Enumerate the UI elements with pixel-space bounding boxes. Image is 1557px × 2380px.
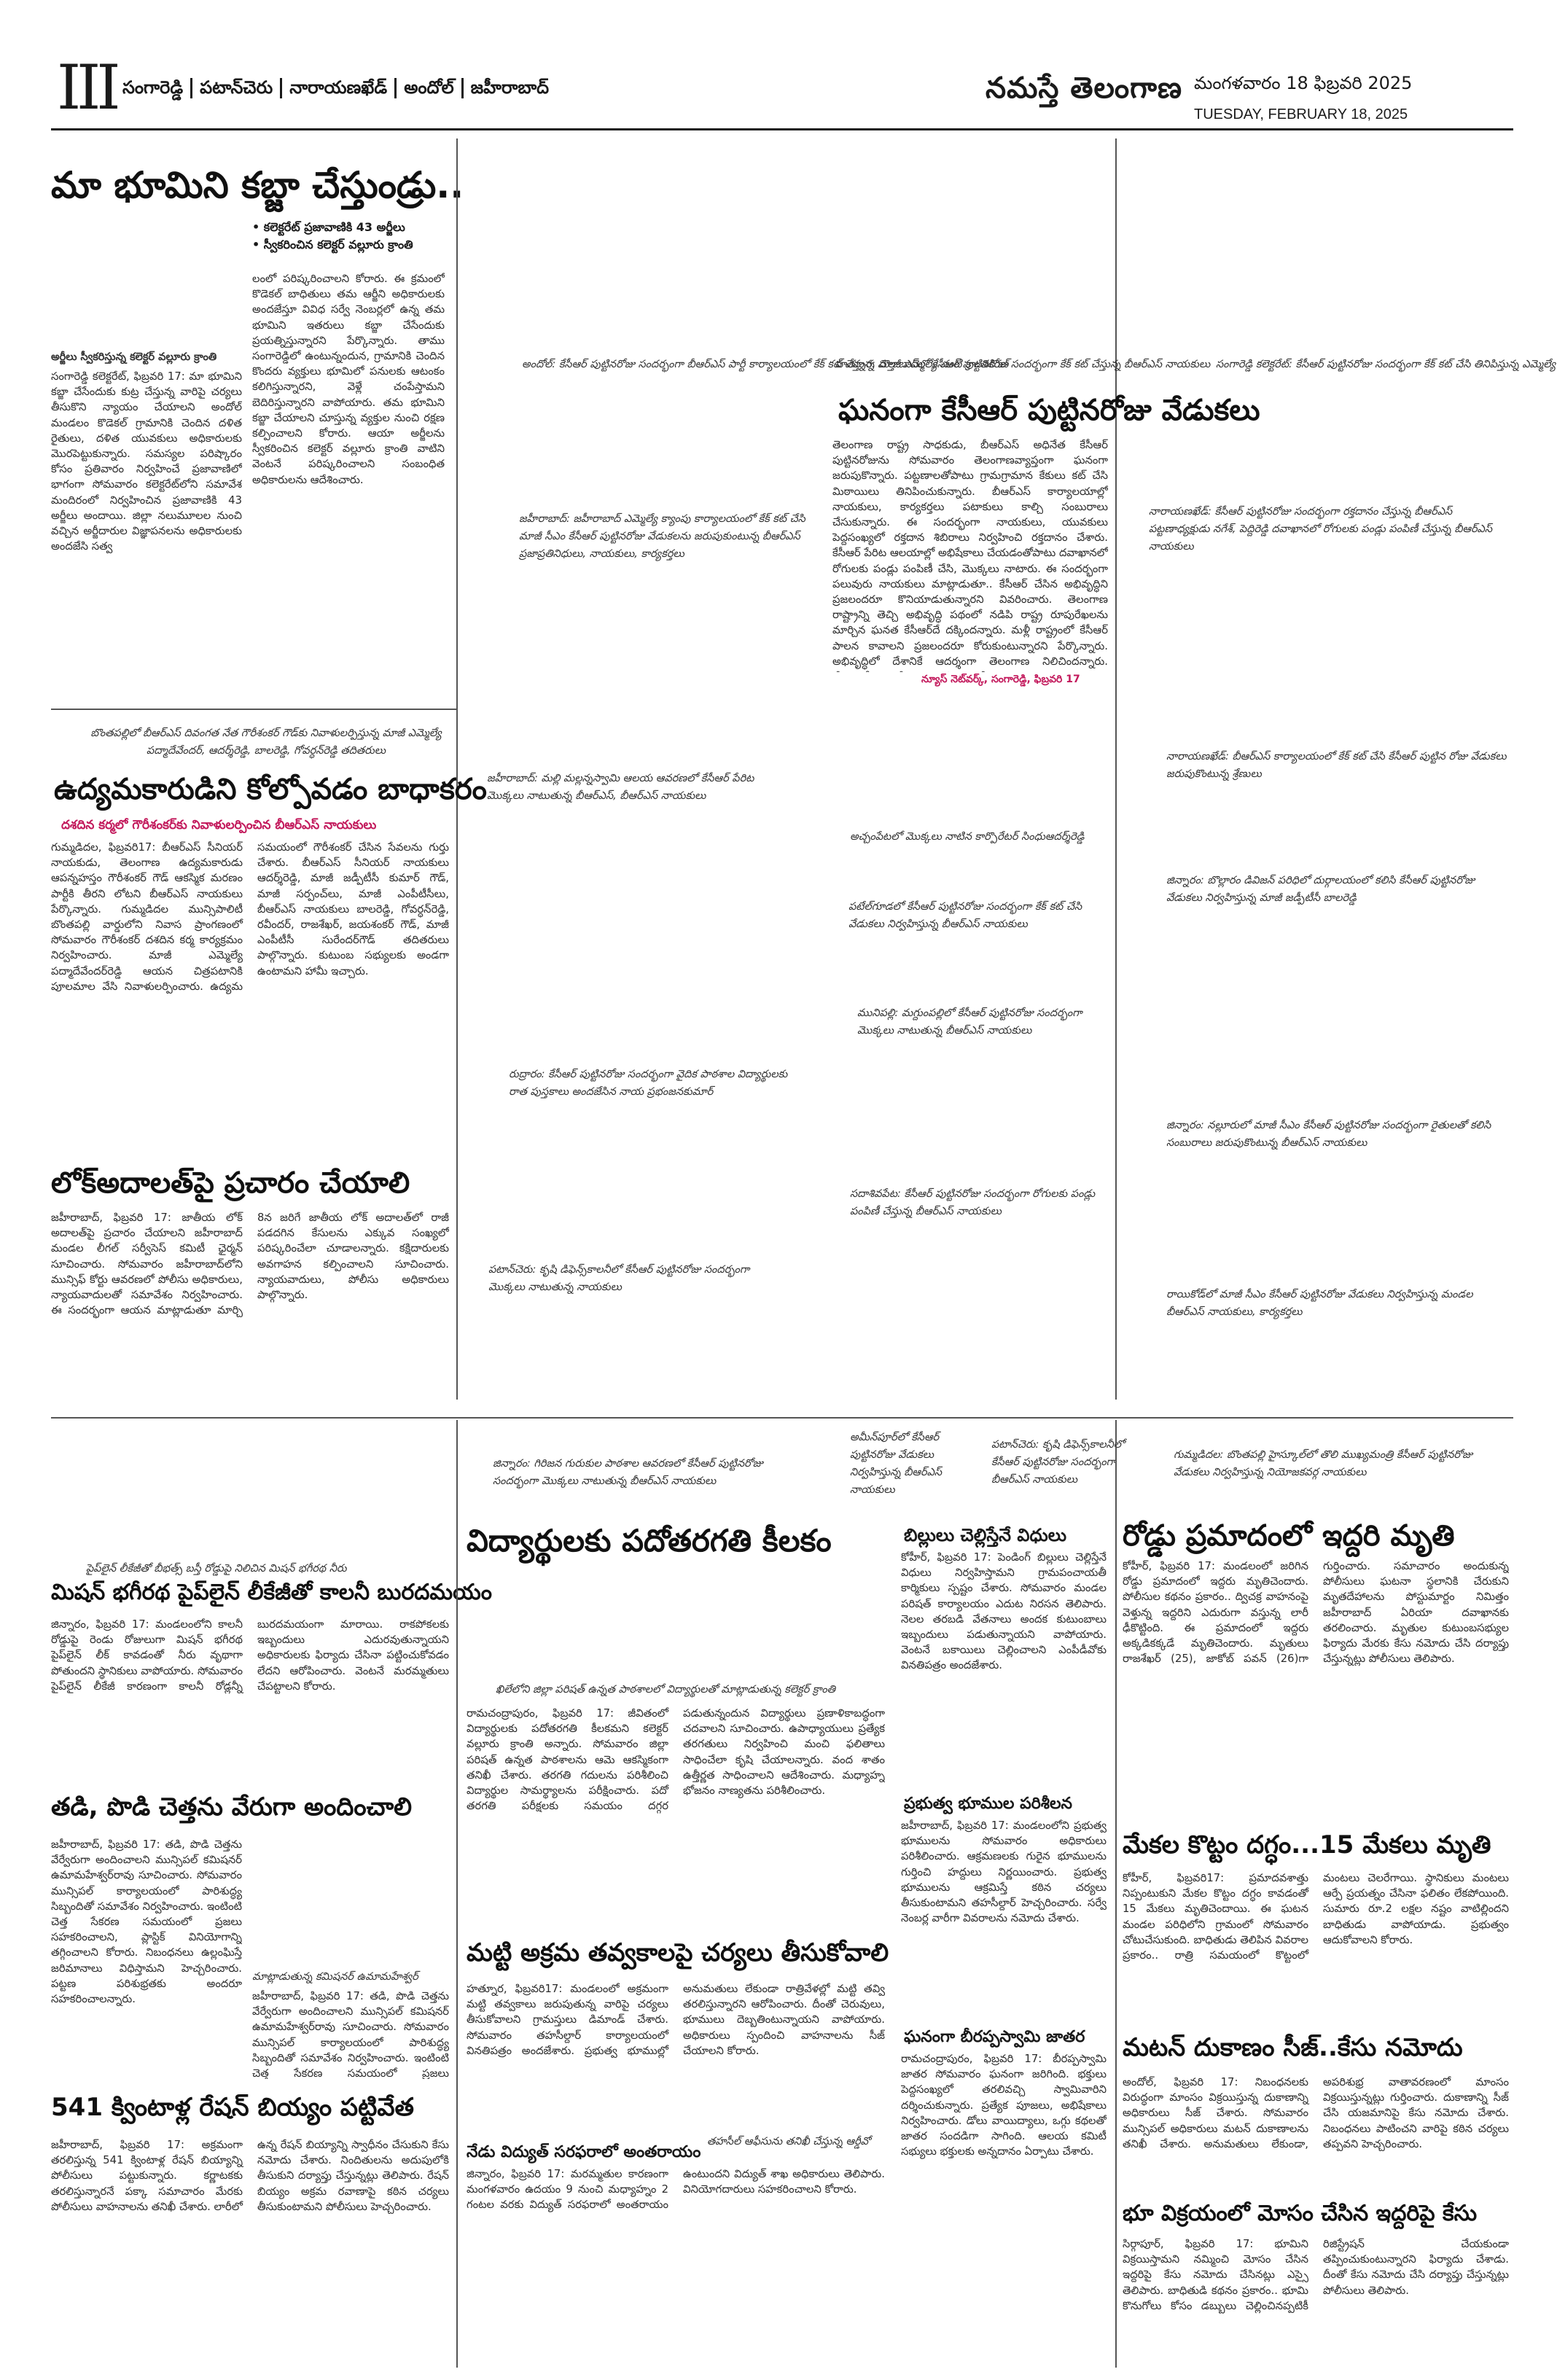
birthday-headline: ఘనంగా కేసీఆర్ పుట్టినరోజు వేడుకలు [838, 394, 1260, 427]
udyama-body: గుమ్మడిదల, ఫిబ్రవరి17: బీఆర్‌ఎస్ సీనియర్… [51, 841, 449, 993]
header-rule [51, 128, 1513, 130]
lead-photo-caption: అర్జీలు స్వీకరిస్తున్న కలెక్టర్ వల్లూరు … [51, 351, 217, 363]
divider [394, 78, 397, 98]
caption-jinnaram-2: జిన్నారం: నల్లూరులో మాజీ సీఎం కేసీఆర్ పు… [1166, 1120, 1491, 1149]
caption-mla: తహసీల్ ఆఫీసును తనిఖీ చేస్తున్న ఆర్డీవో [707, 2136, 870, 2147]
power-body: జిన్నారం, ఫిబ్రవరి 17: మరమ్మతుల కారణంగా … [467, 2168, 885, 2212]
mutton-headline: మటన్ దుకాణం సీజ్..కేసు నమోదు [1123, 2033, 1463, 2062]
caption-collector: ఖిలేలోని జిల్లా పరిషత్ ఉన్నత పాఠశాలలో వి… [496, 1684, 836, 1696]
caption-ameenpur: అమీన్‌పూర్‌లో కేసీఆర్ పుట్టినరోజు వేడుకల… [850, 1432, 943, 1496]
caption-pipeline: పైప్‌లైన్ లీకేజీతో బీభత్స్ బస్తీ రోడ్డుప… [86, 1563, 347, 1575]
caption-atchampet: అచ్చంపేటలో మొక్కలు నాటిన కార్పొరేటర్ సిం… [850, 831, 1085, 843]
caption-andol: అందోల్: కేసీఆర్ పుట్టినరోజు సందర్భంగా బీ… [522, 359, 1009, 370]
caption-patancheru-2: పటాన్‌చెరు: కృషి డిఫెన్స్‌కాలనీలో కేసీఆర… [488, 1264, 750, 1293]
place-5: జహీరాబాద్ [470, 77, 550, 98]
udyama-deck: దశదిన కర్మలో గౌరీశంకర్‌కు నివాళులర్పించి… [61, 818, 377, 832]
birthday-byline: న్యూస్ నెట్‌వర్క్, సంగారెడ్డి, ఫిబ్రవరి … [921, 674, 1080, 685]
illegal-body: హత్నూర, ఫిబ్రవరి17: మండలంలో అక్రమంగా మట్… [467, 1983, 885, 2057]
bullet-2-text: స్వీకరించిన కలెక్టర్ వల్లూరు క్రాంతి [263, 238, 413, 251]
goats-headline: మేకల కొట్టం దగ్ధం...15 మేకలు మృతి [1123, 1830, 1491, 1860]
toddy-headline: తడి, పొడి చెత్తను వేరుగా అందించాలి [51, 1792, 413, 1822]
caption-patancheru: పటేల్‌గూడలో కేసీఆర్ పుట్టినరోజు సందర్భంగ… [848, 901, 1082, 930]
masthead: నమస్తే తెలంగాణ [986, 71, 1183, 105]
date-english: TUESDAY, FEBRUARY 18, 2025 [1194, 106, 1408, 122]
caption-jinnaram-3: జిన్నారం: గిరిజన గురుకుల పాఠశాల ఆవరణలో క… [493, 1458, 763, 1487]
place-3: నారాయణఖేడ్ [289, 77, 388, 98]
land-fraud-headline: భూ విక్రయంలో మోసం చేసిన ఇద్దరిపై కేసు [1123, 2201, 1478, 2226]
caption-narayankhed-2: నారాయణఖేడ్: బీఆర్‌ఎస్ కార్యాలయంలో కేక్ క… [1166, 751, 1507, 780]
page-number: III [57, 52, 121, 123]
lead-body-col1: సంగారెడ్డి కలెక్టరేట్, ఫిబ్రవరి 17: మా భ… [51, 370, 242, 553]
divider [461, 78, 464, 98]
section-rule [51, 709, 456, 710]
jatara-body: రామచంద్రాపురం, ఫిబ్రవరి 17: బీరప్పస్వామి… [901, 2053, 1107, 2158]
udyama-headline: ఉద్యమకారుడిని కోల్పోవడం బాధాకరం [54, 773, 487, 806]
govt-land-headline: ప్రభుత్వ భూముల పరిశీలన [904, 1795, 1072, 1813]
lokadalat-body: జహీరాబాద్, ఫిబ్రవరి 17: జాతీయ లోక్ అదాలత… [51, 1212, 449, 1317]
column-divider [456, 138, 458, 1400]
lokadalat-headline: లోక్‌అదాలత్‌పై ప్రచారం చేయాలి [51, 1166, 410, 1200]
lead-body-col2: లంలో పరిష్కరించాలని కోరారు. ఈ క్రమంలో కొ… [252, 273, 445, 486]
goats-body: కోహీర్, ఫిబ్రవరి17: ప్రమాదవశాత్తు నిప్పం… [1123, 1872, 1509, 1962]
caption-zaheerabad: జహీరాబాద్: జహీరాబాద్ ఎమ్మెల్యే క్యాంపు క… [519, 513, 805, 560]
ration-body: జహీరాబాద్, ఫిబ్రవరి 17: అక్రమంగా తరలిస్త… [51, 2139, 449, 2213]
section-rule [51, 1417, 1513, 1419]
govt-land-body: జహీరాబాద్, ఫిబ్రవరి 17: మండలంలోని ప్రభుత… [901, 1819, 1107, 1925]
bills-headline: బిల్లులు చెల్లిస్తేనే విధులు [904, 1525, 1067, 1545]
place-1: సంగారెడ్డి [122, 77, 184, 98]
lead-bullets: • కలెక్టరేట్ ప్రజావాణికి 43 అర్జీలు • స్… [252, 219, 413, 254]
caption-patancheru-3: పటాన్‌చెరు: కృషి డిఫెన్స్‌కాలనీలో కేసీఆర… [991, 1439, 1125, 1486]
students-body: రామచంద్రాపురం, ఫిబ్రవరి 17: జీవితంలో విద… [467, 1707, 885, 1813]
divider [190, 78, 193, 98]
place-4: అందోల్ [404, 77, 454, 98]
mission-body: జిన్నారం, ఫిబ్రవరి 17: మండలంలోని కాలనీ ర… [51, 1618, 449, 1693]
caption-gummadidala: రుద్రారం: కేసీఆర్ పుట్టినరోజు సందర్భంగా … [509, 1069, 788, 1098]
bullet-1: • కలెక్టరేట్ ప్రజావాణికి 43 అర్జీలు [252, 220, 405, 234]
bullet-1-text: కలెక్టరేట్ ప్రజావాణికి 43 అర్జీలు [263, 220, 405, 234]
bullet-2: • స్వీకరించిన కలెక్టర్ వల్లూరు క్రాంతి [252, 238, 413, 251]
students-headline: విద్యార్థులకు పదోతరగతి కీలకం [467, 1523, 832, 1558]
date-telugu: మంగళవారం 18 ఫిబ్రవరి 2025 [1194, 73, 1413, 93]
caption-sangareddy-collectorate: సంగారెడ్డి కలెక్టరేట్: కేసీఆర్ పుట్టినరో… [1216, 359, 1557, 370]
caption-jinnaram: జిన్నారం: బొల్లారం డివిజన్ పరిధిలో దుర్గ… [1166, 875, 1475, 904]
birthday-body: తెలంగాణ రాష్ట్ర సాధకుడు, బీఆర్‌ఎస్ అధినే… [832, 439, 1108, 672]
mutton-body: అందోల్, ఫిబ్రవరి 17: నిబంధనలకు విరుద్ధంగ… [1123, 2076, 1509, 2150]
edition-places: సంగారెడ్డి పటాన్‌చెరు నారాయణఖేడ్ అందోల్ జహీర… [122, 77, 549, 102]
land-fraud-body: సిర్గాపూర్, ఫిబ్రవరి 17: భూమిని విక్రయిస… [1123, 2238, 1509, 2312]
column-divider [456, 1420, 458, 2368]
caption-munipally: మునిపల్లి: మగ్దుంపల్లిలో కేసీఆర్ పుట్టిన… [857, 1007, 1082, 1037]
ration-headline: 541 క్వింటాళ్ల రేషన్ బియ్యం పట్టివేత [51, 2093, 414, 2122]
toddy-body-2: జహీరాబాద్, ఫిబ్రవరి 17: తడి, పొడి చెత్తన… [252, 1990, 449, 2079]
caption-narayankhed: నారాయణఖేడ్: కేసీఆర్ పుట్టినరోజు సందర్భంగ… [1149, 506, 1493, 553]
accident-headline: రోడ్డు ప్రమాదంలో ఇద్దరి మృతి [1123, 1519, 1455, 1553]
illegal-headline: మట్టి అక్రమ తవ్వకాలపై చర్యలు తీసుకోవాలి [467, 1938, 889, 1967]
caption-hatnura: హత్నూర: దౌల్తాబాద్‌లో కేసీఆర్ పుట్టినరోజ… [835, 359, 1211, 370]
column-divider [1115, 138, 1117, 1400]
place-2: పటాన్‌చెరు [200, 77, 273, 98]
column-divider [1115, 1420, 1117, 2368]
caption-zaheerabad-2: జహీరాబాద్: మల్లి మల్లన్నస్వామి ఆలయ ఆవరణల… [487, 773, 754, 802]
mission-headline: మిషన్ భగీరథ పైప్‌లైన్ లీకేజీతో కాలనీ బుర… [51, 1580, 492, 1605]
accident-body: కోహీర్, ఫిబ్రవరి 17: మండలంలో జరిగిన రోడ్… [1123, 1560, 1509, 1666]
bills-body: కోహీర్, ఫిబ్రవరి 17: పెండింగ్ బిల్లులు చ… [901, 1551, 1107, 1672]
toddy-body: జహీరాబాద్, ఫిబ్రవరి 17: తడి, పొడి చెత్తన… [51, 1838, 242, 2006]
divider [280, 78, 283, 98]
caption-nyalkal: బొంతపల్లిలో బీఆర్‌ఎస్ దివంగత నేత గౌరీశంక… [90, 727, 442, 757]
caption-gummadidala-2: గుమ్మడిదల: బొంతపల్లి హైస్కూల్‌లో తొలి ము… [1174, 1449, 1473, 1478]
caption-sadasivpet: సదాశివపేట: కేసీఆర్ పుట్టినరోజు సందర్భంగా… [850, 1188, 1096, 1217]
caption-ramachandrapuram: రాయికోడ్‌లో మాజీ సీఎం కేసీఆర్ పుట్టినరోజ… [1166, 1289, 1473, 1318]
caption-commissioner: మాట్లాడుతున్న కమిషనర్ ఉమామహేశ్వర్ [252, 1971, 418, 1983]
jatara-headline: ఘనంగా బీరప్పస్వామి జాతర [904, 2028, 1085, 2046]
lead-headline: మా భూమిని కబ్జా చేస్తుండ్రు.. [51, 164, 464, 206]
power-headline: నేడు విద్యుత్ సరఫరాలో అంతరాయం [467, 2143, 701, 2161]
